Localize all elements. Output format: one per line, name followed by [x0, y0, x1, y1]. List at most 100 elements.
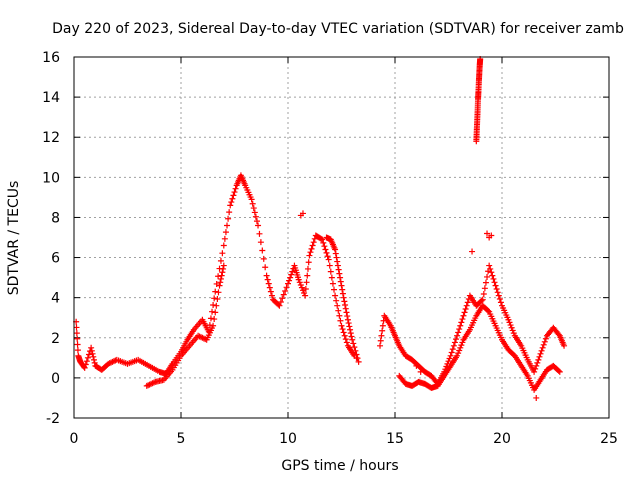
data-point [534, 359, 541, 366]
data-point [280, 291, 287, 298]
data-point [497, 299, 504, 306]
data-point [540, 341, 547, 348]
data-point [325, 256, 332, 263]
data-point [334, 262, 341, 269]
x-tick-label: 15 [386, 431, 404, 447]
data-point [482, 279, 489, 286]
data-point [251, 209, 258, 216]
data-point [337, 317, 344, 324]
data-point [346, 323, 353, 330]
data-point [340, 294, 347, 301]
data-point [299, 210, 306, 217]
data-point [353, 354, 360, 361]
data-point [341, 298, 348, 305]
data-point [296, 279, 303, 286]
data-point [231, 189, 238, 196]
data-point [535, 356, 542, 363]
data-point [215, 289, 222, 296]
data-point [489, 272, 496, 279]
data-point [207, 315, 214, 322]
data-point [279, 295, 286, 302]
data-point [276, 302, 283, 309]
data-point [450, 342, 457, 349]
data-point [336, 270, 343, 277]
data-point [344, 316, 351, 323]
data-point [217, 275, 224, 282]
data-point [352, 347, 359, 354]
data-point [218, 272, 225, 279]
data-point [561, 342, 568, 349]
data-point [206, 322, 213, 329]
data-point [210, 302, 217, 309]
data-point [85, 351, 92, 358]
data-point [81, 364, 88, 371]
data-point [479, 296, 486, 303]
data-point [283, 284, 290, 291]
data-point [413, 362, 420, 369]
y-tick-label: 0 [51, 371, 60, 387]
data-point [349, 336, 356, 343]
data-point [310, 239, 317, 246]
data-point [329, 280, 336, 287]
data-point [449, 346, 456, 353]
x-tick-label: 20 [493, 431, 511, 447]
data-point [304, 272, 311, 279]
data-point [213, 302, 220, 309]
data-point [538, 347, 545, 354]
data-point [264, 276, 271, 283]
data-point [249, 200, 256, 207]
data-point [456, 347, 463, 354]
y-tick-label: 10 [42, 170, 60, 186]
data-point [351, 344, 358, 351]
data-point [457, 344, 464, 351]
data-point [212, 309, 219, 316]
data-point [336, 312, 343, 319]
data-point [282, 287, 289, 294]
data-point [455, 350, 462, 357]
data-point [230, 192, 237, 199]
data-point [377, 342, 384, 349]
data-point [256, 230, 263, 237]
data-point [209, 308, 216, 315]
data-point [457, 322, 464, 329]
data-point [219, 269, 226, 276]
data-point [495, 292, 502, 299]
data-point [338, 282, 345, 289]
data-point [215, 273, 222, 280]
data-point [451, 339, 458, 346]
data-point [355, 358, 362, 365]
data-point [248, 196, 255, 203]
data-point [214, 296, 221, 303]
data-point [90, 353, 97, 360]
y-axis-label: SDTVAR / TECUs [6, 181, 22, 296]
data-point [302, 285, 309, 292]
data-point [486, 262, 493, 269]
data-point [445, 358, 452, 365]
data-point [454, 332, 461, 339]
data-point [295, 276, 302, 283]
data-point [222, 229, 229, 236]
data-point [255, 222, 262, 229]
data-point [461, 309, 468, 316]
data-point [533, 394, 540, 401]
x-axis-label: GPS time / hours [281, 458, 398, 474]
data-point [250, 205, 257, 212]
data-point [539, 344, 546, 351]
data-point [90, 356, 97, 363]
data-point [253, 218, 260, 225]
y-tick-label: 12 [42, 130, 60, 146]
data-point [257, 239, 264, 246]
data-point [348, 333, 355, 340]
data-point [221, 235, 228, 242]
data-point [84, 354, 91, 361]
data-point [532, 365, 539, 372]
data-point [288, 271, 295, 278]
data-point [505, 316, 512, 323]
data-point [459, 316, 466, 323]
data-point [339, 326, 346, 333]
x-tick-label: 25 [600, 431, 618, 447]
data-point [492, 282, 499, 289]
data-point [456, 326, 463, 333]
data-point [304, 265, 311, 272]
data-point [307, 249, 314, 256]
